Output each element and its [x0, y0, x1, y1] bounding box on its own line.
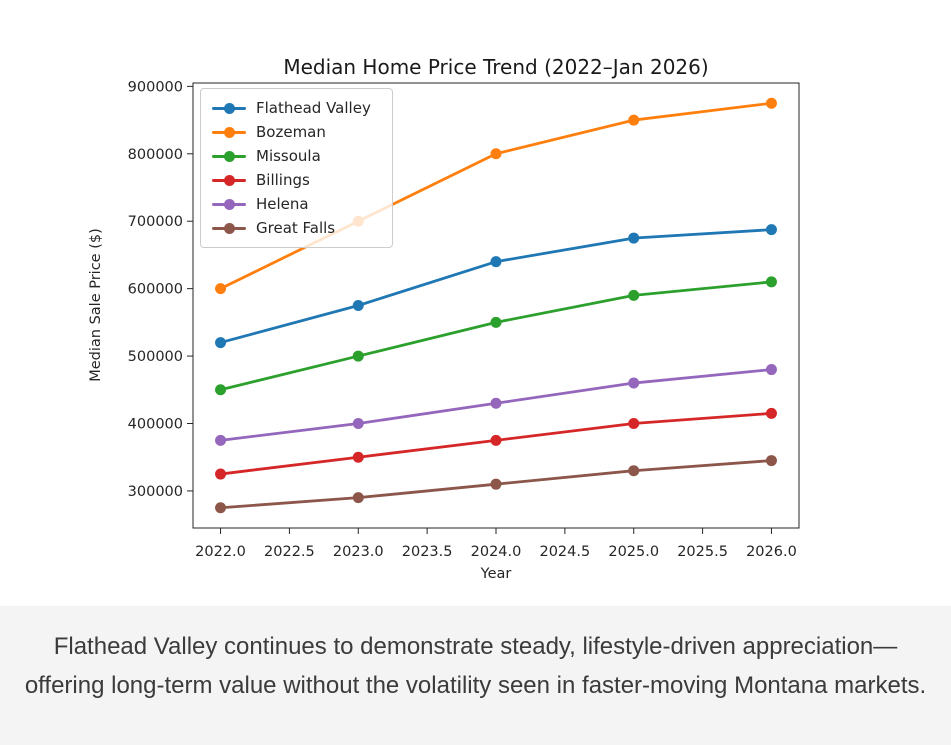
x-tick-label: 2023.0 — [333, 544, 384, 560]
y-tick-label: 400000 — [128, 416, 183, 432]
legend-label: Missoula — [256, 147, 321, 165]
data-point-missoula — [628, 289, 640, 301]
y-tick-label: 800000 — [128, 147, 183, 163]
data-point-flathead-valley — [765, 224, 777, 236]
x-tick-label: 2023.5 — [402, 544, 453, 560]
legend-item-missoula: Missoula — [212, 144, 382, 168]
caption-section: Flathead Valley continues to demonstrate… — [0, 606, 951, 745]
data-point-flathead-valley — [352, 300, 364, 311]
y-tick-label: 500000 — [128, 349, 183, 365]
x-tick-label: 2022.0 — [195, 544, 246, 560]
data-point-great-falls — [765, 455, 777, 467]
data-point-flathead-valley — [215, 337, 227, 349]
y-tick-label: 600000 — [128, 282, 183, 298]
data-point-great-falls — [628, 465, 640, 477]
data-point-bozeman — [215, 283, 227, 295]
legend-label: Helena — [256, 195, 309, 213]
legend-marker-icon — [212, 174, 246, 186]
data-point-great-falls — [490, 478, 502, 490]
y-axis-label: Median Sale Price ($) — [88, 228, 104, 382]
legend-marker-icon — [212, 150, 246, 162]
y-tick-label: 900000 — [128, 79, 183, 95]
chart-title: Median Home Price Trend (2022–Jan 2026) — [283, 55, 708, 79]
data-point-flathead-valley — [490, 256, 502, 268]
data-point-missoula — [490, 316, 502, 328]
y-tick-label: 700000 — [128, 214, 183, 230]
data-point-billings — [628, 417, 640, 429]
price-trend-chart: 2022.0 2022.5 2023.0 2023.5 2024.0 2024.5 2025… — [88, 55, 800, 582]
data-point-helena — [765, 364, 777, 376]
chart-legend: Flathead Valley Bozeman Missoula Billings He… — [200, 88, 393, 248]
legend-item-billings: Billings — [212, 168, 382, 192]
data-point-great-falls — [352, 492, 364, 504]
x-tick-label: 2026.0 — [746, 544, 797, 560]
data-point-bozeman — [490, 148, 502, 160]
series-line-missoula — [219, 280, 773, 392]
legend-label: Bozeman — [256, 123, 326, 141]
data-point-missoula — [352, 350, 364, 362]
legend-marker-icon — [212, 102, 246, 114]
x-tick-label: 2025.5 — [677, 544, 728, 560]
legend-item-bozeman: Bozeman — [212, 120, 382, 144]
ticks-layer: 2022.0 2022.5 2023.0 2023.5 2024.0 2024.5 2025… — [128, 79, 797, 560]
legend-marker-icon — [212, 222, 246, 234]
legend-label: Great Falls — [256, 219, 336, 237]
x-tick-label: 2024.0 — [471, 544, 522, 560]
data-point-billings — [765, 407, 777, 419]
data-point-helena — [490, 397, 502, 409]
legend-marker-icon — [212, 126, 246, 138]
data-point-great-falls — [215, 502, 227, 514]
y-tick-label: 300000 — [128, 484, 183, 500]
chart-section: 2022.0 2022.5 2023.0 2023.5 2024.0 2024.5 2025… — [88, 55, 800, 582]
data-point-flathead-valley — [628, 232, 640, 244]
caption-text: Flathead Valley continues to demonstrate… — [24, 633, 927, 699]
data-point-helena — [628, 377, 640, 389]
data-point-billings — [215, 468, 227, 480]
legend-marker-icon — [212, 198, 246, 210]
x-axis-label: Year — [480, 566, 512, 582]
data-point-helena — [215, 434, 227, 446]
data-point-billings — [490, 434, 502, 446]
x-tick-label: 2025.0 — [608, 544, 659, 560]
data-point-bozeman — [628, 114, 640, 126]
x-tick-label: 2022.5 — [264, 544, 315, 560]
x-tick-label: 2024.5 — [539, 544, 590, 560]
legend-label: Billings — [256, 171, 310, 189]
data-point-missoula — [765, 276, 777, 288]
data-point-helena — [352, 417, 364, 429]
legend-label: Flathead Valley — [256, 99, 371, 117]
data-point-bozeman — [765, 97, 777, 109]
data-point-billings — [352, 451, 364, 463]
legend-item-helena: Helena — [212, 192, 382, 216]
data-point-missoula — [215, 384, 227, 396]
legend-item-flathead-valley: Flathead Valley — [212, 96, 382, 120]
legend-item-great-falls: Great Falls — [212, 216, 382, 240]
